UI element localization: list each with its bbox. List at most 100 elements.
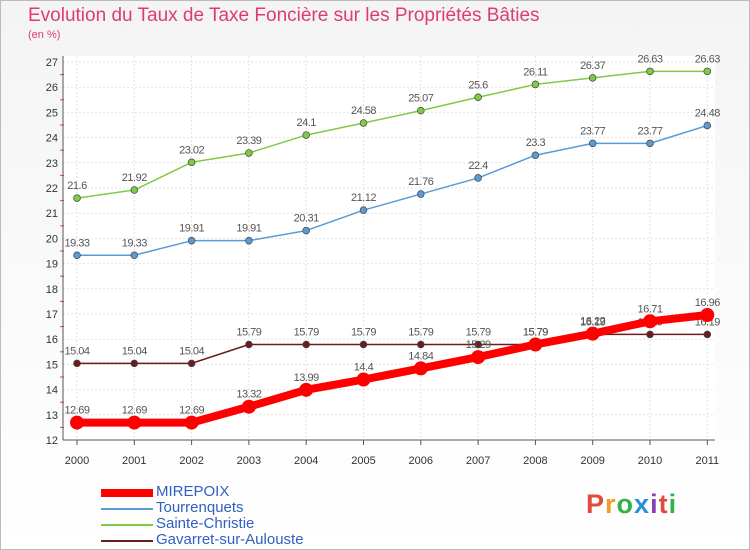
- x-tick-label: 2004: [294, 455, 318, 467]
- data-label: 24.1: [296, 117, 316, 129]
- data-point: [245, 340, 253, 349]
- data-label: 21.12: [351, 192, 376, 204]
- data-label: 15.29: [466, 339, 491, 351]
- data-label: 23.77: [580, 125, 605, 137]
- data-point: [302, 226, 310, 235]
- chart-title: Evolution du Taux de Taxe Foncière sur l…: [28, 5, 540, 26]
- legend-label: Gavarret-sur-Aulouste: [156, 531, 304, 548]
- series-line-Sainte-Christie: [76, 70, 708, 199]
- x-tick-label: 2010: [638, 455, 662, 467]
- legend-swatch: [101, 524, 153, 526]
- data-point: [187, 359, 196, 368]
- data-point: [703, 121, 712, 130]
- x-tick-label: 2006: [409, 455, 433, 467]
- legend-swatch: [101, 508, 153, 510]
- data-label: 21.76: [408, 176, 433, 188]
- y-tick-label: 16: [46, 334, 58, 346]
- data-label: 15.04: [179, 345, 204, 357]
- data-label: 23.77: [637, 125, 662, 137]
- data-point: [359, 340, 368, 349]
- data-point: [474, 93, 482, 102]
- logo-letter: x: [634, 489, 651, 519]
- logo-letter: o: [616, 489, 635, 519]
- data-label: 26.37: [580, 60, 605, 72]
- data-point: [241, 399, 256, 414]
- y-tick-label: 23: [46, 158, 58, 170]
- data-label: 16.71: [637, 303, 662, 315]
- data-point: [73, 251, 81, 260]
- data-label: 22.4: [468, 160, 488, 172]
- data-label: 13.99: [294, 372, 319, 384]
- data-label: 21.6: [67, 180, 87, 192]
- data-label: 12.69: [64, 405, 89, 417]
- logo-letter: i: [650, 489, 659, 519]
- data-label: 26.63: [695, 53, 720, 65]
- data-point: [417, 106, 425, 115]
- data-label: 24.48: [695, 108, 720, 120]
- legend-swatch: [101, 540, 153, 542]
- data-label: 15.79: [351, 326, 376, 338]
- y-tick-label: 26: [46, 82, 58, 94]
- data-point: [531, 151, 540, 159]
- data-label: 15.79: [408, 326, 433, 338]
- x-tick-label: 2005: [351, 455, 375, 467]
- data-label: 26.63: [637, 53, 662, 65]
- data-point: [245, 236, 253, 245]
- data-label: 26.11: [523, 66, 548, 78]
- data-point: [359, 206, 368, 214]
- y-tick-label: 27: [46, 57, 58, 69]
- data-label: 12.69: [122, 405, 147, 417]
- unit-label: (en %): [28, 29, 61, 41]
- data-point: [417, 340, 425, 349]
- data-label: 16.96: [695, 297, 720, 309]
- data-label: 21.92: [122, 172, 147, 184]
- y-tick-label: 21: [46, 208, 58, 220]
- y-tick-label: 15: [46, 359, 58, 371]
- y-tick-label: 18: [46, 284, 58, 296]
- data-point: [531, 80, 540, 89]
- data-point: [471, 350, 486, 365]
- data-label: 23.02: [179, 144, 204, 156]
- x-tick-label: 2011: [695, 455, 719, 467]
- data-point: [127, 415, 142, 430]
- y-tick-label: 19: [46, 259, 58, 271]
- data-label: 19.91: [179, 223, 204, 235]
- x-tick-label: 2003: [237, 455, 261, 467]
- y-tick-label: 20: [46, 233, 58, 245]
- data-label: 15.04: [64, 345, 89, 357]
- data-label: 24.58: [351, 105, 376, 117]
- logo-letter: P: [586, 489, 606, 519]
- proxiti-logo: Proxiti: [586, 489, 677, 520]
- data-label: 23.39: [236, 135, 261, 147]
- data-label: 23.3: [526, 137, 546, 149]
- data-point: [356, 372, 371, 387]
- y-tick-label: 22: [46, 183, 58, 195]
- data-label: 15.79: [236, 326, 261, 338]
- data-label: 25.6: [468, 79, 488, 91]
- data-label: 20.31: [294, 213, 319, 225]
- data-point: [359, 119, 368, 127]
- data-label: 19.91: [236, 223, 261, 235]
- data-point: [245, 149, 253, 157]
- legend-label: Sainte-Christie: [156, 515, 255, 532]
- data-label: 15.04: [122, 345, 147, 357]
- x-tick-label: 2002: [179, 455, 203, 467]
- y-tick-label: 17: [46, 309, 58, 321]
- y-tick-label: 12: [46, 435, 58, 447]
- data-point: [130, 359, 139, 368]
- data-point: [130, 186, 139, 194]
- logo-letter: r: [605, 489, 617, 519]
- data-point: [73, 359, 81, 368]
- series-line-MIREPOIX: [77, 311, 708, 427]
- logo-letter: t: [658, 489, 669, 519]
- data-point: [187, 158, 196, 167]
- logo-letter: i: [668, 489, 678, 519]
- x-tick-label: 2008: [523, 455, 547, 467]
- data-point: [646, 67, 654, 76]
- data-label: 13.32: [236, 389, 261, 401]
- x-tick-label: 2009: [580, 455, 604, 467]
- data-label: 25.07: [408, 93, 433, 105]
- data-label: 16.19: [580, 316, 605, 328]
- data-point: [588, 74, 597, 82]
